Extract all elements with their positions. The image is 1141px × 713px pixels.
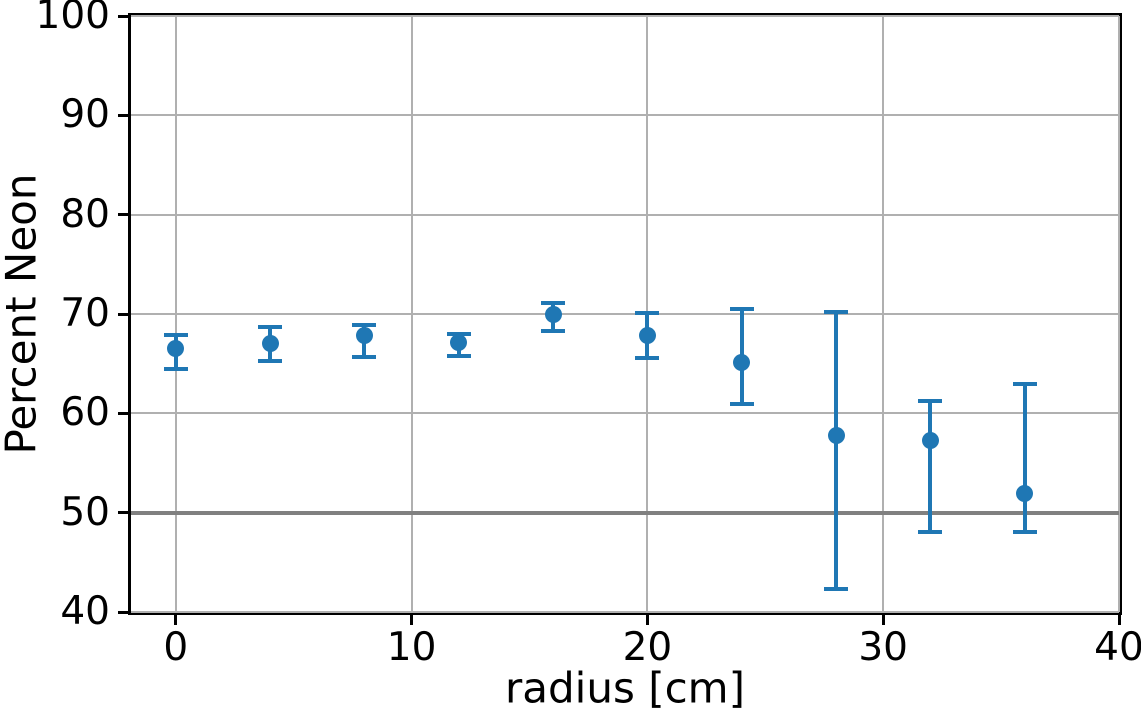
x-tick-label: 10 bbox=[386, 625, 437, 670]
v-gridline bbox=[174, 16, 177, 612]
h-gridline bbox=[131, 412, 1119, 415]
error-bar-cap-bottom bbox=[635, 355, 660, 360]
error-bar bbox=[834, 312, 839, 590]
error-bar-cap-top bbox=[918, 399, 943, 404]
error-bar-cap-top bbox=[635, 311, 660, 315]
error-bar bbox=[928, 401, 933, 532]
data-point-marker bbox=[733, 354, 751, 372]
y-tick-label: 70 bbox=[60, 291, 110, 336]
y-tick-mark bbox=[118, 113, 128, 117]
y-tick-mark bbox=[118, 511, 128, 515]
h-gridline bbox=[131, 611, 1119, 613]
data-point-marker bbox=[167, 340, 185, 358]
x-tick-label: 30 bbox=[858, 625, 908, 670]
error-bar-cap-bottom bbox=[918, 529, 943, 534]
error-bar-cap-top bbox=[541, 301, 566, 306]
error-bar-cap-bottom bbox=[824, 587, 849, 592]
reference-line bbox=[131, 510, 1119, 515]
data-point-marker bbox=[261, 335, 279, 353]
y-tick-label: 50 bbox=[60, 489, 110, 535]
h-gridline bbox=[131, 313, 1119, 315]
data-point-marker bbox=[638, 327, 656, 345]
y-tick-mark bbox=[118, 213, 128, 217]
x-tick-mark bbox=[645, 615, 649, 625]
y-tick-label: 100 bbox=[35, 0, 110, 38]
v-gridline bbox=[1118, 16, 1120, 612]
y-tick-label: 80 bbox=[60, 191, 110, 237]
data-point-marker bbox=[1016, 485, 1034, 503]
x-tick-label: 20 bbox=[622, 625, 673, 670]
plot-area bbox=[128, 13, 1122, 615]
x-tick-label: 0 bbox=[163, 625, 189, 670]
error-bar-cap-bottom bbox=[1012, 529, 1037, 534]
x-tick-mark bbox=[410, 615, 414, 625]
y-tick-label: 40 bbox=[60, 589, 110, 634]
error-bar-cap-top bbox=[729, 307, 754, 312]
error-bar-cap-top bbox=[1012, 381, 1037, 386]
error-bar-cap-top bbox=[446, 331, 471, 336]
data-point-marker bbox=[450, 334, 468, 352]
data-point-marker bbox=[827, 426, 845, 444]
y-tick-mark bbox=[118, 14, 128, 18]
error-bar bbox=[1022, 383, 1027, 532]
x-tick-mark bbox=[174, 615, 178, 625]
error-bar-cap-top bbox=[824, 310, 849, 314]
v-gridline bbox=[410, 16, 413, 612]
y-tick-label: 60 bbox=[60, 390, 110, 436]
y-tick-label: 90 bbox=[60, 92, 110, 138]
error-bar-cap-top bbox=[163, 332, 188, 337]
x-tick-mark bbox=[881, 615, 885, 625]
data-point-marker bbox=[921, 431, 939, 449]
error-bar-cap-bottom bbox=[541, 328, 566, 333]
v-gridline bbox=[882, 16, 885, 612]
y-tick-mark bbox=[118, 411, 128, 415]
h-gridline bbox=[131, 213, 1119, 216]
data-point-marker bbox=[355, 327, 373, 345]
y-tick-mark bbox=[118, 610, 128, 614]
error-bar-cap-top bbox=[352, 322, 377, 327]
error-bar-cap-top bbox=[258, 324, 283, 329]
h-gridline bbox=[131, 15, 1119, 17]
error-bar-cap-bottom bbox=[163, 366, 188, 371]
x-tick-label: 40 bbox=[1094, 625, 1141, 670]
error-bar-cap-bottom bbox=[352, 354, 377, 359]
error-bar-cap-bottom bbox=[729, 402, 754, 407]
y-tick-mark bbox=[118, 312, 128, 316]
x-tick-mark bbox=[1117, 615, 1121, 625]
data-point-marker bbox=[544, 305, 562, 323]
h-gridline bbox=[131, 114, 1119, 117]
error-bar-cap-bottom bbox=[446, 353, 471, 358]
error-bar-cap-bottom bbox=[258, 358, 283, 363]
x-axis-label: radius [cm] bbox=[505, 663, 745, 713]
